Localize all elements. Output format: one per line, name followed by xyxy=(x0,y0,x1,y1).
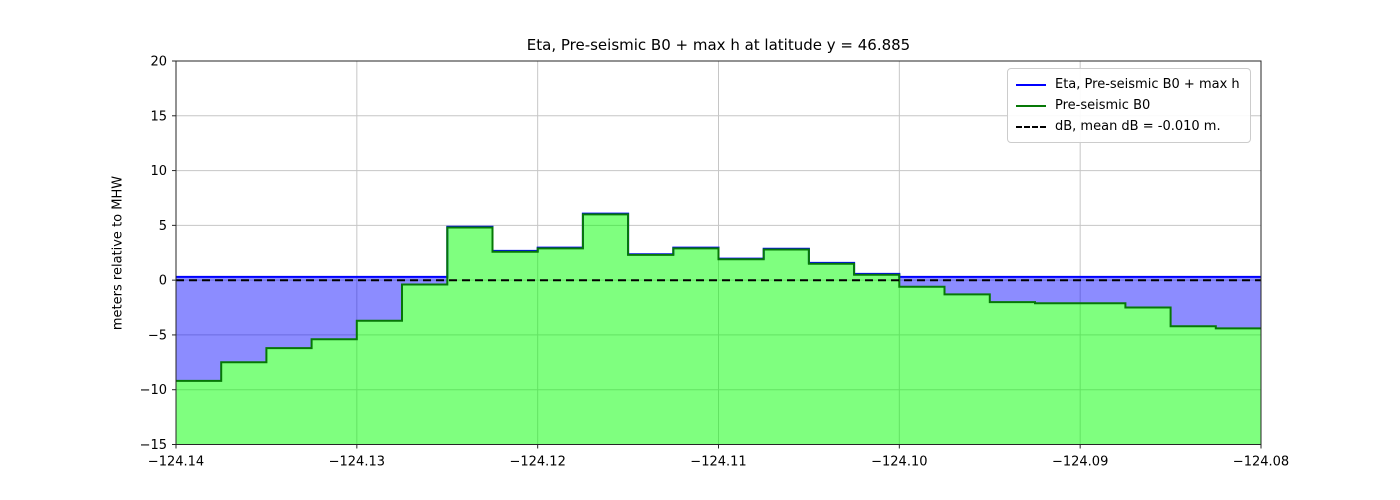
y-axis-label: meters relative to MHW xyxy=(110,175,126,331)
y-tick-label: 5 xyxy=(159,219,167,234)
b0-fill-area xyxy=(176,214,1261,445)
y-tick-label: 10 xyxy=(150,164,167,179)
legend-label: dB, mean dB = -0.010 m. xyxy=(1055,119,1221,134)
legend-label: Eta, Pre-seismic B0 + max h xyxy=(1055,77,1240,92)
legend-line-sample xyxy=(1016,125,1046,128)
x-tick-label: −124.13 xyxy=(329,455,385,470)
legend-label: Pre-seismic B0 xyxy=(1055,98,1151,113)
x-tick-label: −124.08 xyxy=(1233,455,1289,470)
x-tick-label: −124.11 xyxy=(690,455,746,470)
legend-row: Eta, Pre-seismic B0 + max h xyxy=(1016,74,1240,95)
y-tick-label: −10 xyxy=(140,383,167,398)
x-tick-label: −124.09 xyxy=(1052,455,1108,470)
x-tick-label: −124.12 xyxy=(509,455,565,470)
x-tick-label: −124.14 xyxy=(148,455,204,470)
legend-line-sample xyxy=(1016,83,1046,86)
chart-title: Eta, Pre-seismic B0 + max h at latitude … xyxy=(526,36,911,54)
x-tick-label: −124.10 xyxy=(871,455,927,470)
y-tick-label: 0 xyxy=(159,274,167,289)
legend: Eta, Pre-seismic B0 + max h Pre-seismic B… xyxy=(1007,68,1251,143)
y-tick-label: −15 xyxy=(140,438,167,453)
b0-line xyxy=(176,213,1261,382)
y-tick-label: −5 xyxy=(148,328,167,343)
legend-row: dB, mean dB = -0.010 m. xyxy=(1016,116,1240,137)
legend-row: Pre-seismic B0 xyxy=(1016,95,1240,116)
y-tick-label: 20 xyxy=(150,55,167,70)
y-tick-label: 15 xyxy=(150,109,167,124)
eta-fill-area xyxy=(176,213,1261,381)
legend-line-sample xyxy=(1016,104,1046,107)
